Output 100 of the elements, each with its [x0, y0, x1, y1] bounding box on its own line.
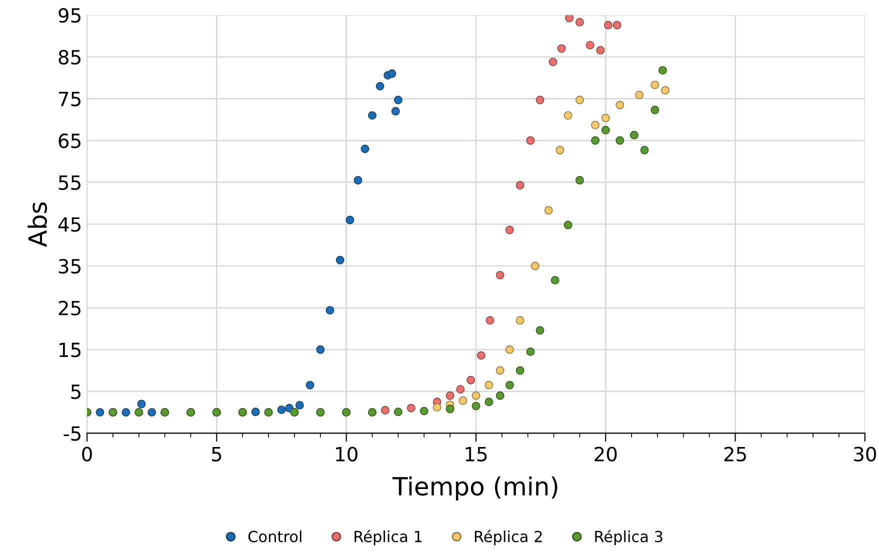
point: [496, 366, 504, 375]
point: [516, 316, 524, 325]
point: [604, 20, 612, 30]
point: [526, 136, 535, 145]
point: [484, 398, 494, 406]
point: [496, 270, 504, 280]
x-tick-label: 10: [336, 446, 358, 462]
point: [251, 408, 260, 416]
point: [360, 144, 370, 154]
point: [336, 256, 344, 264]
point: [635, 90, 644, 100]
point: [516, 181, 524, 190]
point: [575, 176, 584, 184]
point: [575, 96, 584, 104]
point: [456, 385, 465, 394]
y-tick-label: 85: [58, 50, 80, 65]
point: [484, 380, 494, 390]
point: [586, 40, 594, 50]
point: [381, 406, 390, 414]
legend-label: Control: [248, 530, 302, 542]
y-tick-label: 35: [58, 258, 80, 274]
point: [148, 408, 156, 417]
point: [526, 347, 535, 356]
point: [640, 146, 649, 154]
point: [432, 403, 442, 412]
point: [650, 80, 660, 90]
point: [391, 107, 400, 116]
point: [368, 111, 376, 120]
point: [630, 130, 638, 140]
point: [326, 306, 334, 315]
point: [96, 408, 104, 417]
x-axis-title: Tiempo (min): [392, 476, 558, 501]
point: [376, 82, 384, 90]
y-tick-label: 45: [58, 217, 80, 232]
point: [596, 46, 605, 54]
point: [564, 111, 572, 120]
point: [544, 206, 553, 215]
y-tick-label: 25: [58, 300, 80, 316]
point: [306, 380, 314, 390]
point: [557, 44, 566, 53]
point: [616, 100, 624, 110]
x-tick-label: 20: [594, 446, 617, 462]
point: [612, 20, 622, 30]
point: [661, 86, 670, 95]
point: [446, 391, 454, 400]
point: [591, 136, 600, 145]
point: [536, 96, 544, 104]
point: [550, 276, 560, 284]
point: [472, 391, 480, 400]
point: [446, 404, 454, 414]
point: [137, 400, 146, 408]
y-tick-label: 65: [58, 133, 80, 148]
point: [458, 396, 468, 405]
point: [616, 136, 624, 145]
point: [388, 69, 396, 78]
point: [505, 345, 514, 354]
point: [420, 406, 428, 416]
point: [122, 408, 130, 417]
legend-label: Réplica 2: [474, 530, 542, 546]
point: [601, 126, 610, 134]
point: [536, 326, 544, 335]
y-tick-label: 15: [60, 342, 80, 358]
x-tick-label: 5: [212, 447, 222, 462]
point: [277, 406, 286, 414]
x-tick-label: 25: [724, 446, 746, 462]
point: [505, 380, 514, 390]
point: [556, 146, 564, 154]
point: [564, 220, 572, 230]
point: [285, 404, 294, 412]
point: [650, 106, 660, 114]
point: [548, 58, 558, 66]
y-axis-title: Abs: [28, 202, 48, 247]
y-tick-label: -5: [64, 426, 80, 441]
point: [530, 262, 540, 270]
legend-label: Réplica 1: [354, 530, 422, 546]
point: [575, 18, 584, 26]
x-tick-label: 15: [466, 447, 487, 462]
point: [601, 114, 610, 122]
point: [394, 96, 402, 104]
point: [354, 176, 362, 184]
x-tick-label: 0: [82, 446, 92, 462]
y-tick-label: 55: [58, 176, 80, 190]
point: [516, 366, 524, 375]
point: [486, 316, 494, 325]
point: [346, 216, 354, 224]
point: [658, 66, 667, 75]
point: [466, 376, 476, 384]
y-tick-label: 5: [71, 384, 80, 400]
point: [565, 15, 574, 22]
point: [406, 404, 416, 412]
point: [476, 351, 486, 360]
point: [496, 391, 504, 400]
y-tick-label: 75: [59, 92, 80, 106]
point: [316, 345, 325, 354]
point: [505, 226, 514, 234]
point: [394, 408, 402, 416]
x-tick-label: 30: [854, 446, 876, 462]
point: [472, 402, 480, 410]
point: [295, 400, 304, 410]
legend-label: Réplica 3: [595, 530, 662, 546]
